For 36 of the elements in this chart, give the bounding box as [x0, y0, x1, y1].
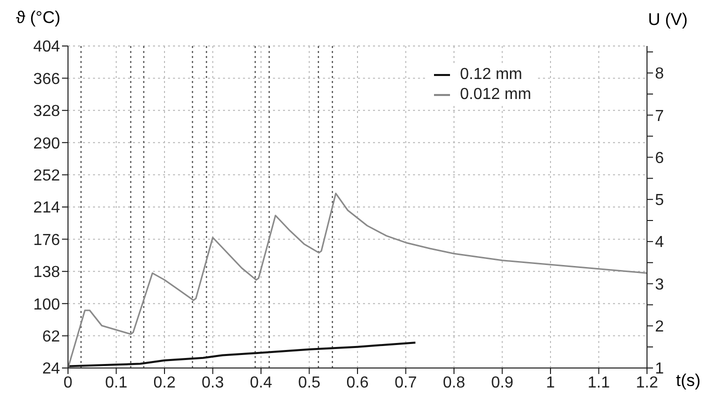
- y-tick-label: 214: [33, 200, 60, 217]
- y-tick-label: 366: [33, 70, 60, 88]
- x-axis-title: t(s): [676, 371, 701, 391]
- y-tick-label: 176: [33, 232, 60, 249]
- x-tick-label: 0: [64, 374, 73, 392]
- x-tick-label: 1: [546, 374, 556, 392]
- y-tick-label: 24: [42, 360, 60, 378]
- y2-tick-label: 5: [655, 192, 664, 210]
- y2-tick-label: 6: [655, 150, 664, 167]
- x-tick-label: 1.1: [588, 374, 610, 392]
- x-tick-label: 0.8: [442, 374, 466, 392]
- x-tick-label: 0.3: [202, 374, 224, 392]
- y-tick-label: 328: [33, 103, 60, 120]
- y2-tick-label: 7: [655, 108, 664, 125]
- y-axis-title: ϑ (°C): [16, 8, 60, 28]
- line-series: [68, 342, 416, 368]
- x-tick-label: 0.2: [153, 374, 176, 392]
- y-tick-label: 100: [33, 296, 60, 314]
- x-tick-label: 0.1: [105, 374, 128, 392]
- x-tick-label: 0.5: [298, 374, 320, 392]
- y2-tick-label: 2: [655, 318, 664, 336]
- x-tick-label: 0.4: [250, 374, 272, 392]
- legend-label: 0.012 mm: [460, 85, 532, 105]
- y-tick-label: 290: [33, 135, 60, 152]
- legend-label: 0.12 mm: [460, 65, 522, 85]
- x-tick-label: 0.9: [491, 374, 514, 392]
- x-tick-label: 0.6: [346, 374, 369, 392]
- y2-tick-label: 4: [655, 234, 664, 252]
- y2-tick-label: 3: [655, 276, 664, 294]
- y-tick-label: 404: [33, 38, 60, 56]
- y2-axis-title: U (V): [648, 10, 688, 30]
- y-tick-label: 252: [33, 167, 60, 184]
- y-tick-label: 138: [33, 264, 60, 282]
- y2-tick-label: 8: [655, 66, 664, 83]
- x-tick-label: 0.7: [394, 374, 417, 392]
- y-tick-label: 62: [42, 328, 60, 346]
